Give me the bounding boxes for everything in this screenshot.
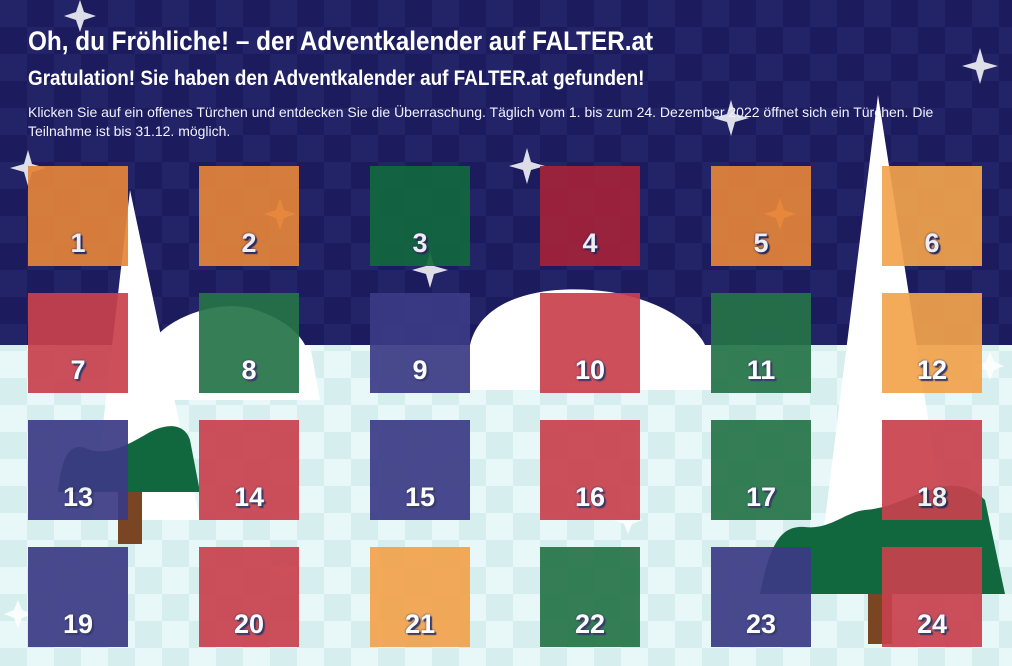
door-number: 14 [233, 482, 265, 512]
door-number: 15 [404, 482, 436, 512]
star-icon [962, 48, 998, 84]
door-number: 9 [412, 355, 428, 385]
door-number: 12 [916, 355, 948, 385]
star-icon [614, 506, 642, 534]
door-2[interactable]: 2 [199, 166, 299, 266]
door-22[interactable]: 22 [540, 547, 640, 647]
door-number: 23 [745, 609, 777, 639]
intro-text: Klicken Sie auf ein offenes Türchen und … [28, 104, 934, 139]
page-subtitle: Gratulation! Sie haben den Adventkalende… [28, 67, 645, 90]
night-sky [0, 0, 1012, 345]
door-24[interactable]: 24 [882, 547, 982, 647]
door-number: 3 [412, 228, 428, 258]
door-8[interactable]: 8 [199, 293, 299, 393]
door-7[interactable]: 7 [28, 293, 128, 393]
door-21[interactable]: 21 [370, 547, 470, 647]
door-19[interactable]: 19 [28, 547, 128, 647]
door-number: 2 [241, 228, 257, 258]
door-6[interactable]: 6 [882, 166, 982, 266]
door-12[interactable]: 12 [882, 293, 982, 393]
door-9[interactable]: 9 [370, 293, 470, 393]
door-number: 16 [574, 482, 606, 512]
star-icon [509, 148, 545, 184]
page-title: Oh, du Fröhliche! – der Adventkalender a… [28, 26, 654, 56]
door-number: 24 [916, 609, 948, 639]
star-icon [976, 352, 1004, 380]
door-number: 20 [233, 609, 265, 639]
door-number: 17 [745, 482, 777, 512]
door-number: 19 [62, 609, 94, 639]
door-11[interactable]: 11 [711, 293, 811, 393]
door-5[interactable]: 5 [711, 166, 811, 266]
door-17[interactable]: 17 [711, 420, 811, 520]
door-10[interactable]: 10 [540, 293, 640, 393]
door-1[interactable]: 1 [28, 166, 128, 266]
door-number: 6 [924, 228, 940, 258]
door-number: 18 [916, 482, 948, 512]
door-23[interactable]: 23 [711, 547, 811, 647]
door-14[interactable]: 14 [199, 420, 299, 520]
star-icon [713, 100, 749, 136]
star-icon [64, 0, 96, 32]
door-20[interactable]: 20 [199, 547, 299, 647]
door-3[interactable]: 3 [370, 166, 470, 266]
door-number: 13 [62, 482, 94, 512]
door-13[interactable]: 13 [28, 420, 128, 520]
door-number: 10 [574, 355, 606, 385]
door-number: 5 [753, 228, 769, 258]
door-15[interactable]: 15 [370, 420, 470, 520]
door-number: 21 [404, 609, 436, 639]
door-number: 4 [582, 228, 598, 258]
door-18[interactable]: 18 [882, 420, 982, 520]
door-number: 8 [241, 355, 257, 385]
star-icon [4, 600, 32, 628]
door-16[interactable]: 16 [540, 420, 640, 520]
door-number: 7 [70, 355, 86, 385]
door-4[interactable]: 4 [540, 166, 640, 266]
star-icon [412, 252, 448, 288]
door-number: 22 [574, 609, 606, 639]
page-header: Oh, du Fröhliche! – der Adventkalender a… [28, 24, 988, 141]
door-number: 1 [70, 228, 86, 258]
door-number: 11 [746, 355, 776, 385]
